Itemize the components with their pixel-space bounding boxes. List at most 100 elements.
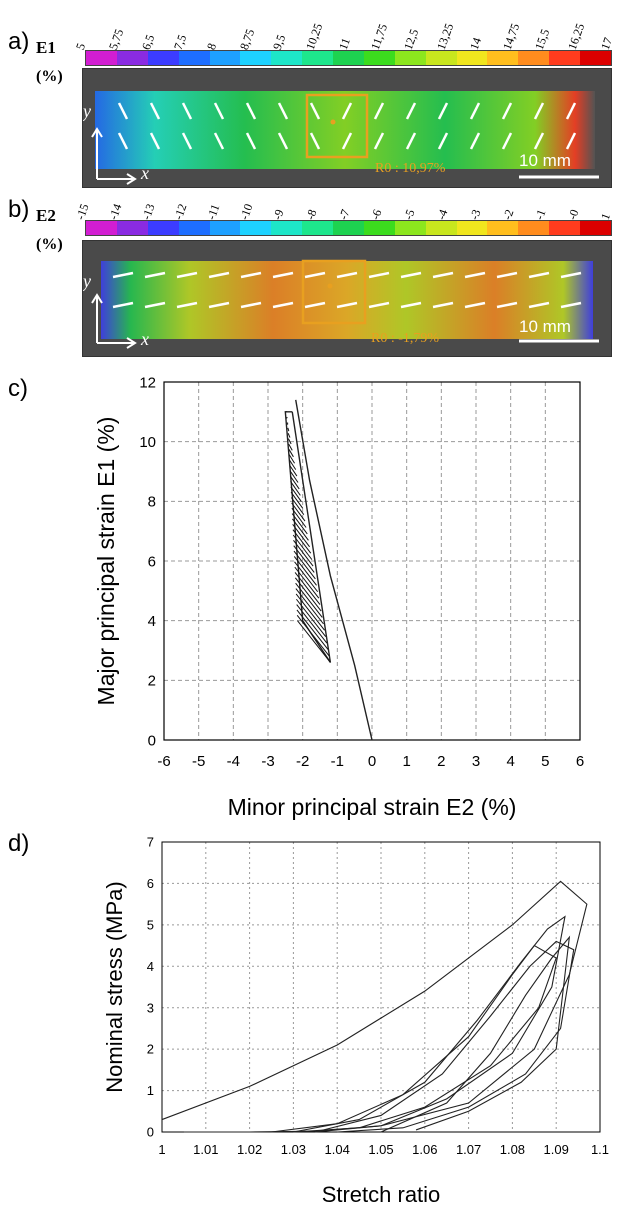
panel-a-colorbar-tick: 8,75	[236, 27, 258, 52]
panel-b-roi-label: R0 : -1,79%	[371, 331, 440, 346]
strain-direction-mark	[341, 132, 353, 150]
x-tick-label: 1.07	[456, 1142, 481, 1157]
x-tick-label: 4	[506, 753, 514, 770]
x-tick-label: 1.02	[237, 1142, 262, 1157]
x-tick-label: 2	[437, 753, 445, 770]
panel-b-colorbar-swatch	[456, 221, 488, 235]
panel-b-colorbar-ticks: -15 -14 -13 -12 -11 -10 -9 -8 -7 -6 -5 -4 -3 -2 -1 -0 1	[73, 192, 613, 222]
strain-loop-cycle	[293, 540, 314, 567]
panel-a-colorbar-swatch	[86, 51, 117, 65]
panel-c-letter: c)	[8, 375, 28, 402]
strain-direction-mark	[400, 271, 422, 279]
panel-a-colorbar-swatch	[487, 51, 519, 65]
strain-loop-cycle	[292, 534, 313, 560]
panel-b-letter: b)	[8, 196, 30, 223]
strain-direction-mark	[496, 301, 518, 309]
strain-direction-mark	[336, 301, 358, 309]
strain-direction-mark	[112, 271, 134, 279]
strain-loop-cycle	[296, 598, 327, 638]
strain-direction-mark	[437, 132, 449, 150]
x-tick-label: 1.05	[368, 1142, 393, 1157]
panel-b-colorbar-swatch	[425, 221, 457, 235]
strain-direction-mark	[341, 102, 353, 120]
strain-direction-mark	[400, 301, 422, 309]
x-tick-label: 1.09	[544, 1142, 569, 1157]
y-tick-label: 4	[148, 613, 156, 630]
strain-direction-mark	[528, 271, 550, 279]
y-tick-label: 5	[147, 917, 154, 932]
panel-a-roi-box	[305, 93, 369, 159]
strain-loop-cycle	[294, 577, 322, 612]
panel-a-colorbar-tick: 12,5	[401, 27, 422, 52]
panel-b-colorbar-swatch	[116, 221, 148, 235]
panel-d-letter: d)	[8, 830, 30, 857]
y-tick-label: 7	[147, 835, 154, 850]
x-tick-label: 1.03	[281, 1142, 306, 1157]
strain-loop-cycle	[288, 443, 293, 451]
panel-a-strain-field-svg	[83, 69, 611, 187]
strain-direction-mark	[373, 132, 385, 150]
chart-stress-stretch: 1 1.01 1.02 1.03 1.04 1.05 1.06 1.07 1.08 1.09 1.1…	[102, 835, 609, 1207]
panel-b-colorbar-swatch	[333, 221, 364, 235]
panel-a-colorbar-swatch	[116, 51, 148, 65]
strain-direction-mark	[373, 102, 385, 120]
strain-direction-mark	[501, 102, 513, 120]
y-tick-label: 6	[147, 876, 154, 891]
panel-a-colorbar-tick: 10,25	[302, 21, 325, 52]
strain-loop-cycle	[292, 523, 310, 548]
panel-b-colorbar-swatch	[580, 221, 611, 235]
panel-b-strain-field-image: y x R0 : -1,79% 10 mm	[82, 240, 612, 357]
panel-a-colorbar-ticks: 5 5,75 6,5 7,5 8 8,75 9,5 10,25 11 11,75 12,5 13,25…	[73, 21, 615, 52]
y-tick-label: 4	[147, 959, 154, 974]
panel-b-colorbar-swatch	[394, 221, 426, 235]
x-axis-label: Stretch ratio	[322, 1182, 441, 1207]
strain-loop-cycle	[290, 481, 301, 496]
strain-direction-mark	[533, 102, 545, 120]
x-tick-label: 1.08	[500, 1142, 525, 1157]
panel-a-colorbar-swatch	[394, 51, 426, 65]
strain-loop-cycle	[293, 550, 316, 580]
panel-b-roi-box	[301, 259, 367, 325]
y-tick-label: 0	[148, 732, 156, 749]
x-tick-label: -3	[261, 753, 274, 770]
panel-b-unit-label: (%)	[36, 236, 63, 253]
panel-b-colorbar-swatch	[178, 221, 210, 235]
panel-b-colorbar-tick: -14	[105, 201, 125, 222]
strain-loop-cycle	[287, 433, 291, 438]
strain-direction-mark	[272, 301, 294, 309]
strain-direction-mark	[469, 102, 481, 120]
strain-direction-mark	[309, 132, 321, 150]
y-tick-label: 8	[148, 494, 156, 511]
panel-b-colorbar-swatch	[363, 221, 395, 235]
strain-direction-mark	[336, 271, 358, 279]
panel-a-scale-label: 10 mm	[519, 151, 571, 170]
panel-b-colorbar-swatch	[549, 221, 580, 235]
strain-direction-mark	[208, 301, 230, 309]
strain-loop-cycle	[296, 604, 328, 644]
x-tick-label: -4	[227, 753, 240, 770]
strain-direction-mark	[501, 132, 513, 150]
panel-a-colorbar-swatch	[178, 51, 210, 65]
x-tick-label: 5	[541, 753, 549, 770]
strain-direction-mark	[272, 271, 294, 279]
strain-direction-mark	[245, 102, 257, 120]
strain-direction-mark	[144, 301, 166, 309]
x-tick-label: 1.01	[193, 1142, 218, 1157]
x-tick-label: 1.04	[325, 1142, 350, 1157]
strain-loop-cycle	[288, 454, 296, 464]
panel-b-axis-x: x	[141, 329, 149, 349]
panel-b-colorbar-swatch	[86, 221, 117, 235]
strain-direction-mark	[213, 132, 225, 150]
x-tick-label: -5	[192, 753, 205, 770]
panel-a-axis-y: y	[83, 101, 91, 121]
strain-direction-mark	[464, 301, 486, 309]
strain-loop-cycle	[295, 588, 324, 625]
panel-a-colorbar-swatch	[271, 51, 303, 65]
series-line-1	[295, 399, 373, 741]
panel-b-colorbar-swatch	[302, 221, 333, 235]
strain-loop-cycle	[289, 470, 299, 483]
panel-a-colorbar-swatch	[425, 51, 457, 65]
panel-b-scale-label: 10 mm	[519, 317, 571, 336]
y-tick-label: 2	[148, 673, 156, 690]
panel-a-field-label: E1	[36, 38, 56, 57]
